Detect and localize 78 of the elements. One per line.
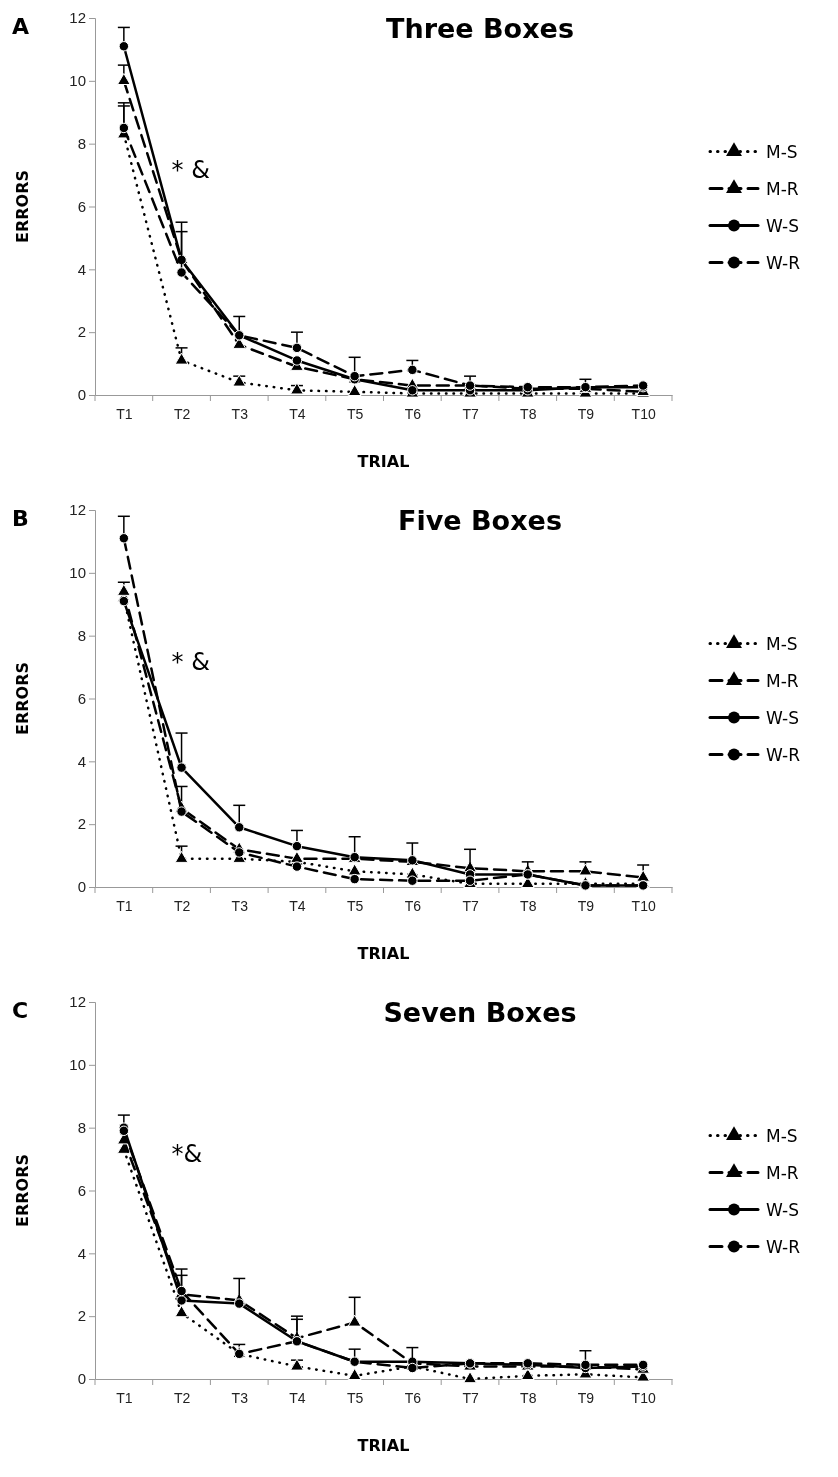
x-tick-label: T5 — [346, 405, 364, 422]
x-tick-label: T6 — [404, 897, 422, 914]
legend-label: M-R — [766, 670, 799, 691]
x-tick-label: T9 — [577, 405, 595, 422]
y-axis-title: ERRORS — [13, 1153, 32, 1228]
x-tick-label: T10 — [631, 405, 656, 422]
x-tick-label: T9 — [577, 1389, 595, 1406]
legend-label: M-S — [766, 1125, 798, 1146]
chart-title: Three Boxes — [386, 13, 574, 44]
x-tick-label: T2 — [173, 405, 191, 422]
y-tick-label: 2 — [77, 815, 86, 833]
y-tick-label: 4 — [77, 260, 86, 278]
x-tick-label: T1 — [116, 405, 133, 422]
y-axis-title: ERRORS — [13, 169, 32, 244]
y-tick-label: 10 — [69, 564, 86, 582]
legend-label: W-R — [766, 744, 801, 765]
y-tick-label: 6 — [77, 197, 86, 215]
y-tick-label: 12 — [69, 501, 86, 519]
x-tick-label: T2 — [173, 897, 191, 914]
x-tick-label: T7 — [462, 405, 479, 422]
legend-label: W-R — [766, 1236, 801, 1257]
legend-label: M-R — [766, 1162, 799, 1183]
y-tick-label: 0 — [77, 386, 86, 404]
x-tick-label: T4 — [289, 405, 306, 422]
y-tick-label: 10 — [69, 1056, 86, 1074]
legend-label: W-R — [766, 252, 801, 273]
x-axis-title: TRIAL — [357, 1436, 410, 1455]
y-tick-label: 6 — [77, 1181, 86, 1199]
x-tick-label: T5 — [346, 1389, 364, 1406]
x-tick-label: T2 — [173, 1389, 191, 1406]
x-tick-label: T7 — [462, 1389, 479, 1406]
y-tick-label: 8 — [77, 134, 86, 152]
legend-label: M-R — [766, 178, 799, 199]
x-tick-label: T6 — [404, 405, 422, 422]
x-tick-label: T1 — [116, 897, 133, 914]
x-tick-label: T9 — [577, 897, 595, 914]
x-tick-label: T1 — [116, 1389, 133, 1406]
text: A — [12, 14, 30, 39]
y-tick-label: 2 — [77, 323, 86, 341]
chart-title: Five Boxes — [398, 505, 562, 536]
x-tick-label: T8 — [520, 897, 537, 914]
annotation: *& — [171, 1140, 203, 1168]
y-tick-label: 8 — [77, 1118, 86, 1136]
text: B — [12, 506, 29, 531]
x-tick-label: T3 — [231, 1389, 249, 1406]
y-tick-label: 8 — [77, 626, 86, 644]
y-tick-label: 12 — [69, 993, 86, 1011]
y-tick-label: 0 — [77, 1370, 86, 1388]
x-axis-title: TRIAL — [357, 452, 410, 471]
x-tick-label: T7 — [462, 897, 479, 914]
y-axis-title: ERRORS — [13, 661, 32, 736]
x-tick-label: T8 — [520, 1389, 537, 1406]
text: C — [12, 998, 29, 1023]
x-tick-label: T10 — [631, 1389, 656, 1406]
x-tick-label: T4 — [289, 897, 306, 914]
legend-label: W-S — [766, 1199, 800, 1220]
x-tick-label: T3 — [231, 897, 249, 914]
y-tick-label: 4 — [77, 752, 86, 770]
y-tick-label: 10 — [69, 72, 86, 90]
y-tick-label: 6 — [77, 689, 86, 707]
y-tick-label: 12 — [69, 9, 86, 27]
x-tick-label: T4 — [289, 1389, 306, 1406]
y-tick-label: 2 — [77, 1307, 86, 1325]
legend-label: W-S — [766, 215, 800, 236]
x-tick-label: T8 — [520, 405, 537, 422]
legend-label: W-S — [766, 707, 800, 728]
legend-label: M-S — [766, 633, 798, 654]
x-axis-title: TRIAL — [357, 944, 410, 963]
legend-label: M-S — [766, 141, 798, 162]
annotation: * & — [171, 648, 210, 676]
y-tick-label: 0 — [77, 878, 86, 896]
annotation: * & — [171, 156, 210, 184]
x-tick-label: T5 — [346, 897, 364, 914]
chart-title: Seven Boxes — [383, 997, 577, 1028]
x-tick-label: T3 — [231, 405, 249, 422]
y-tick-label: 4 — [77, 1244, 86, 1262]
x-tick-label: T10 — [631, 897, 656, 914]
x-tick-label: T6 — [404, 1389, 422, 1406]
